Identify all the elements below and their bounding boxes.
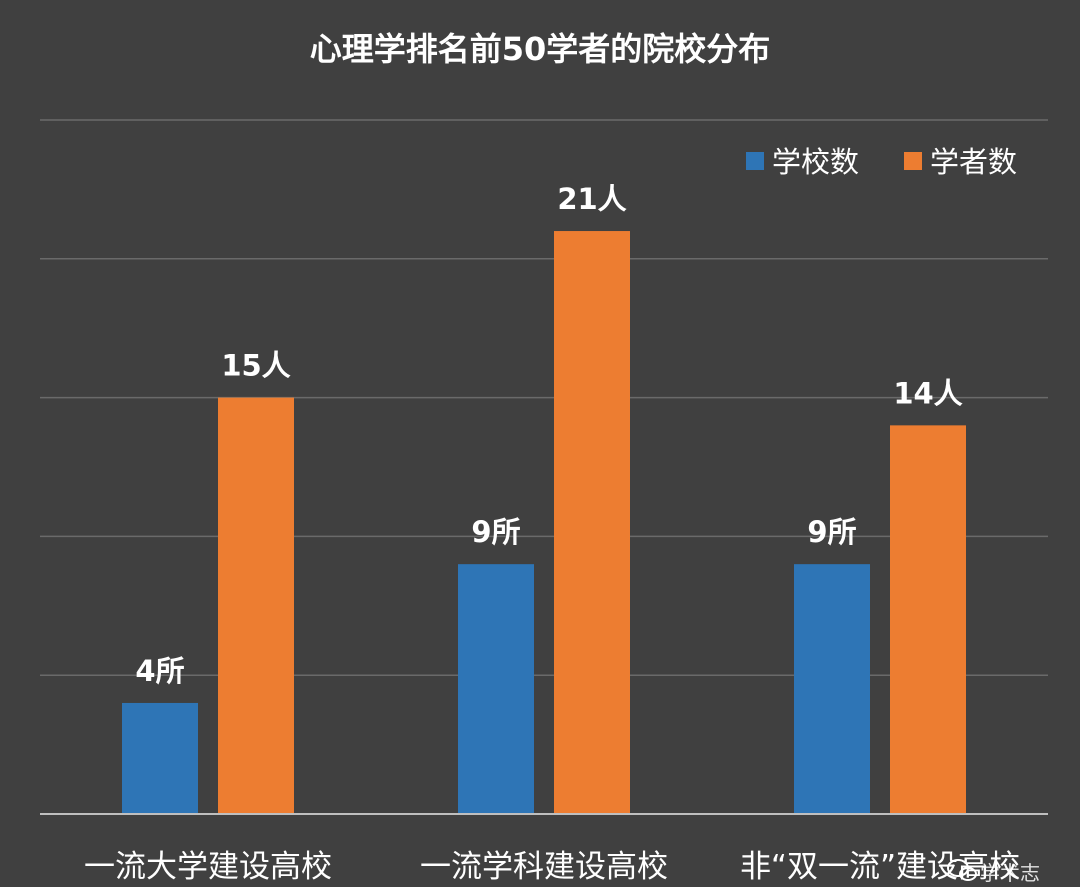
gridlines — [40, 119, 1048, 676]
bar-scholars — [218, 397, 294, 814]
data-label: 21人 — [557, 182, 626, 216]
bar-schools — [458, 564, 534, 814]
data-label: 9所 — [807, 515, 856, 549]
x-axis-tick-labels: 一流大学建设高校 一流学科建设高校 非“双一流”建设高校 — [84, 849, 1020, 885]
data-label: 15人 — [221, 349, 290, 383]
bars — [122, 231, 966, 815]
bar-scholars — [554, 231, 630, 815]
watermark: 学术志 — [947, 859, 1040, 885]
data-label: 14人 — [893, 376, 962, 410]
x-tick-label: 一流大学建设高校 — [84, 849, 332, 885]
legend-label: 学者数 — [930, 145, 1017, 179]
wechat-icon — [947, 859, 977, 881]
legend-swatch — [904, 152, 922, 170]
x-tick-label: 一流学科建设高校 — [420, 849, 668, 885]
data-label: 9所 — [471, 515, 520, 549]
watermark-text: 学术志 — [980, 861, 1040, 885]
data-label: 4所 — [135, 654, 184, 688]
x-tick-label: 非“双一流”建设高校 — [740, 849, 1020, 885]
bar-schools — [122, 702, 198, 814]
legend: 学校数 学者数 — [746, 145, 1017, 179]
data-labels: 4所 15人 9所 21人 9所 14人 — [135, 182, 962, 688]
bar-scholars — [890, 425, 966, 814]
legend-swatch — [746, 152, 764, 170]
bar-schools — [794, 564, 870, 814]
chart-title: 心理学排名前50学者的院校分布 — [310, 30, 771, 68]
legend-label: 学校数 — [772, 145, 859, 179]
